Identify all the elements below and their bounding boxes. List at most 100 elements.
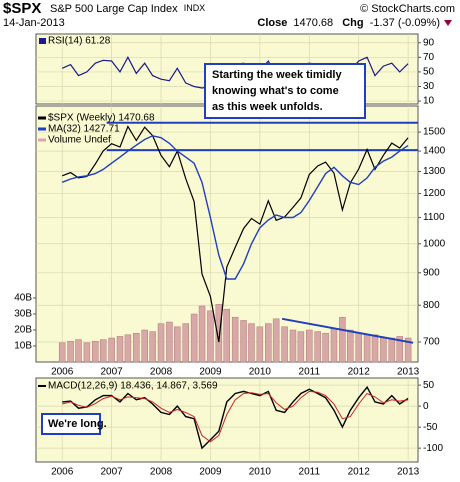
x-tick-label: 2011: [299, 367, 321, 378]
x-tick-label: 2012: [348, 367, 371, 378]
y-tick-label: 800: [423, 300, 440, 311]
y-tick-label: 1000: [423, 238, 446, 249]
volume-bar: [92, 340, 99, 363]
volume-bar: [166, 321, 173, 363]
y-tick-label: 90: [423, 37, 435, 48]
volume-bar: [99, 339, 107, 363]
volume-bar: [380, 337, 387, 363]
x-tick-label: 2010: [249, 367, 272, 378]
volume-bar: [297, 331, 305, 363]
volume-bar: [58, 342, 66, 363]
change: -1.37 (-0.09%): [370, 17, 440, 29]
volume-bar: [67, 340, 74, 363]
x-tick-label: 2006: [51, 367, 74, 378]
legend-label: Volume Undef: [48, 135, 111, 146]
volume-bar: [272, 318, 280, 363]
volume-bar: [388, 337, 396, 363]
y-tick-label: -50: [423, 422, 438, 433]
volume-bar: [215, 304, 223, 363]
y-tick-label: 1100: [423, 212, 445, 223]
panels: 10 30 50 70 90 RSI(14) 61.28 700 800 900 1000 1100…: [14, 33, 446, 478]
chart-title: $SPX: [3, 0, 41, 17]
y-tick-label: 1500: [423, 127, 446, 138]
date: 14-Jan-2013: [3, 17, 65, 29]
annotation-text: Starting the week timidly: [212, 69, 342, 81]
volume-bar: [339, 316, 346, 363]
legend-label: MA(32) 1427.71: [48, 124, 120, 135]
y-tick-label: 1200: [423, 188, 446, 199]
annotation-text: knowing what's to come: [212, 85, 339, 97]
volume-bar: [198, 305, 206, 363]
x-tick-label: 2009: [199, 467, 222, 478]
volume-bar: [174, 326, 181, 363]
down-arrow: [444, 20, 452, 26]
x-tick-label: 2013: [397, 367, 420, 378]
signal-line: [62, 390, 409, 443]
volume-bar: [330, 328, 338, 363]
volume-bar: [133, 332, 140, 363]
y-tick-label: 30: [423, 81, 435, 92]
moving-average-line: [61, 135, 409, 280]
volume-bar: [248, 323, 255, 363]
volume-bar: [265, 323, 272, 363]
x-tick-label: 2012: [348, 467, 371, 478]
y-tick-label: 10B: [14, 341, 32, 352]
x-tick-label: 2007: [100, 467, 123, 478]
x-tick-label: 2009: [199, 367, 222, 378]
annotation-text: We're long.: [48, 418, 107, 430]
volume-bar: [231, 316, 239, 363]
annotation-box: [41, 413, 101, 435]
volume-bar: [396, 336, 403, 363]
x-tick-label: 2010: [249, 467, 272, 478]
volume-bar: [149, 331, 156, 363]
volume-bar: [355, 332, 362, 363]
y-tick-label: 700: [423, 337, 440, 348]
annotation-box: [204, 63, 366, 119]
y-tick-label: 0: [423, 401, 429, 412]
volume-bar: [347, 329, 354, 363]
legend-label: MACD(12,26,9) 18.436, 14.867, 3.569: [48, 381, 218, 392]
volume-bar: [289, 329, 297, 363]
subtitle: S&P 500 Large Cap Index: [50, 3, 178, 15]
legend-label: $SPX (Weekly) 1470.68: [48, 113, 155, 124]
change-label: Chg: [342, 17, 363, 29]
annotation-text: as this week unfolds.: [212, 101, 323, 113]
exchange: INDX: [184, 3, 206, 13]
volume-bar: [371, 334, 379, 363]
x-tick-label: 2007: [100, 367, 123, 378]
volume-bar: [404, 337, 412, 363]
chart-subtitle: S&P 500 Large Cap Index INDX: [50, 3, 205, 15]
volume-bar: [108, 337, 115, 363]
y-tick-label: 1400: [423, 146, 446, 157]
y-tick-label: 20B: [14, 325, 32, 336]
close-label: Close: [257, 17, 287, 29]
quote: Close 1470.68 Chg -1.37 (-0.09%): [257, 17, 440, 29]
volume-bar: [363, 334, 371, 363]
volume-bar: [83, 342, 91, 363]
volume-bar: [322, 332, 329, 363]
macd-line: [62, 385, 409, 450]
source: © StockCharts.com: [360, 3, 455, 15]
volume-bar: [281, 326, 288, 363]
volume-bar: [75, 339, 82, 363]
volume-bar: [116, 336, 124, 363]
y-tick-label: 40B: [14, 293, 32, 304]
x-tick-label: 2013: [397, 467, 420, 478]
legend-swatch: [39, 38, 46, 44]
y-tick-label: 1300: [423, 166, 446, 177]
volume-bar: [223, 308, 231, 363]
y-tick-label: 900: [423, 267, 440, 278]
y-tick-label: 50: [423, 380, 435, 391]
y-tick-label: 10: [423, 96, 435, 107]
volume-bar: [190, 313, 198, 363]
y-tick-label: 30B: [14, 309, 32, 320]
volume-bar: [240, 320, 247, 363]
volume-bar: [141, 329, 148, 363]
volume-bar: [314, 331, 321, 363]
y-tick-label: 50: [423, 67, 435, 78]
x-tick-label: 2008: [150, 367, 173, 378]
legend-label: RSI(14) 61.28: [48, 36, 111, 47]
y-tick-label: -100: [423, 443, 443, 454]
x-tick-label: 2011: [299, 467, 321, 478]
